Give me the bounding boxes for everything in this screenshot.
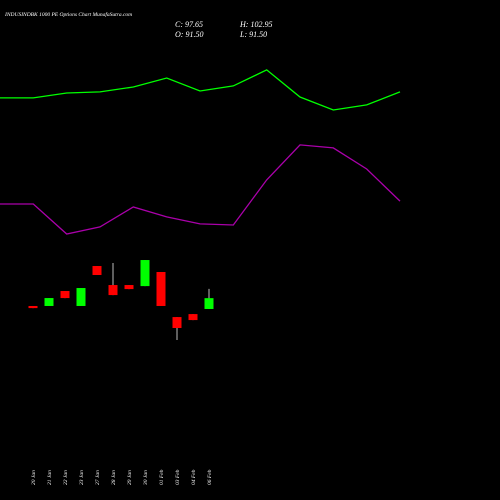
x-tick-label: 23 Jan [79,470,85,485]
x-tick-label: 28 Jan [111,470,117,485]
close-label: C: 97.65 [175,20,203,29]
x-tick-label: 21 Jan [47,470,53,485]
x-tick-label: 22 Jan [63,470,69,485]
candle-body [108,285,118,296]
candle-body [156,272,166,306]
candle-body [60,291,70,299]
candle-body [204,298,214,309]
indicator-line [0,144,401,235]
open-label: O: 91.50 [175,30,203,39]
x-tick-label: 29 Jan [127,470,133,485]
x-tick-label: 20 Jan [31,470,37,485]
chart-title: INDUSINDBK 1000 PE Options Chart MunafaS… [4,11,132,18]
candle-body [44,298,54,306]
high-label: H: 102.95 [239,20,272,29]
low-label: L: 91.50 [239,30,267,39]
x-tick-label: 04 Feb [190,469,197,485]
candle-body [76,288,86,306]
indicator-line [0,69,401,111]
candle-body [92,266,102,275]
candle-body [140,260,150,287]
x-tick-label: 03 Feb [175,469,181,485]
x-tick-label: 01 Feb [159,469,165,485]
x-tick-label: 27 Jan [95,470,101,485]
candle-body [124,285,134,290]
x-tick-label: 30 Jan [143,470,149,486]
candle-body [172,317,182,328]
x-tick-label: 06 Feb [207,469,213,485]
candle-body [28,305,38,309]
candle-body [188,314,198,321]
